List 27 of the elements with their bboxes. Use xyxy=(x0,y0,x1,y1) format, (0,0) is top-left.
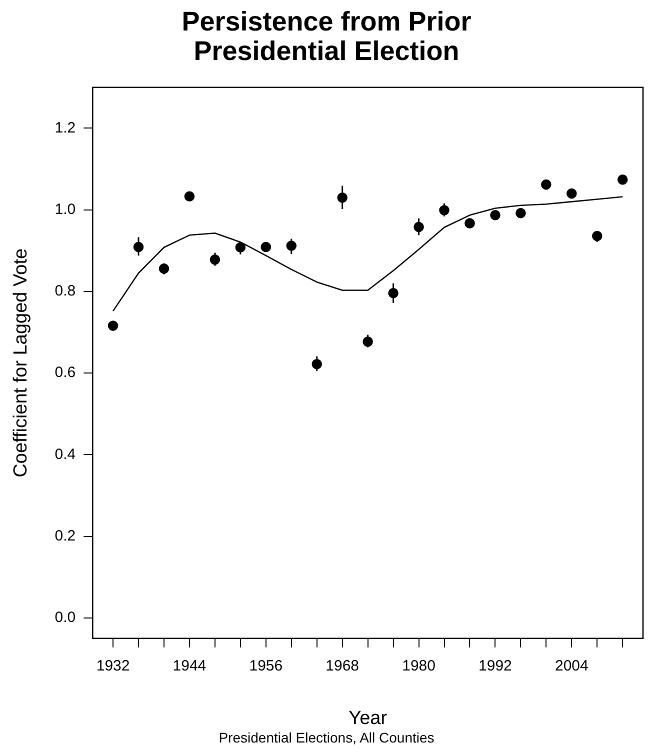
point xyxy=(617,174,628,185)
y-tick-label: 1.0 xyxy=(54,200,76,218)
point xyxy=(566,188,577,199)
x-tick-label: 1968 xyxy=(326,658,360,675)
point xyxy=(541,179,552,190)
point xyxy=(464,218,475,228)
x-tick-label: 1992 xyxy=(478,658,512,675)
y-tick-label: 0.2 xyxy=(54,528,76,545)
y-tick-label: 0.0 xyxy=(54,609,76,626)
x-tick-label: 1956 xyxy=(249,658,283,675)
y-tick-label: 0.4 xyxy=(54,446,76,463)
x-tick-label: 1932 xyxy=(96,658,130,675)
y-tick-label: 1.2 xyxy=(54,119,76,136)
point xyxy=(490,210,500,220)
y-axis-title: Coefficient for Lagged Vote xyxy=(10,248,32,478)
point xyxy=(108,320,118,331)
point xyxy=(184,191,195,202)
text: Presidential Elections, All Counties xyxy=(218,729,434,746)
point xyxy=(516,208,526,218)
y-tick-label: 0.6 xyxy=(54,364,76,382)
chart-title: Persistence from Prior Presidential Election xyxy=(182,6,472,66)
x-axis-title: Year xyxy=(348,708,388,730)
point xyxy=(260,242,272,252)
x-tick-label: 1980 xyxy=(402,658,436,675)
x-tick-label: 1944 xyxy=(172,658,206,675)
x-tick-label: 2004 xyxy=(554,658,588,675)
y-tick-label: 0.8 xyxy=(54,282,76,300)
